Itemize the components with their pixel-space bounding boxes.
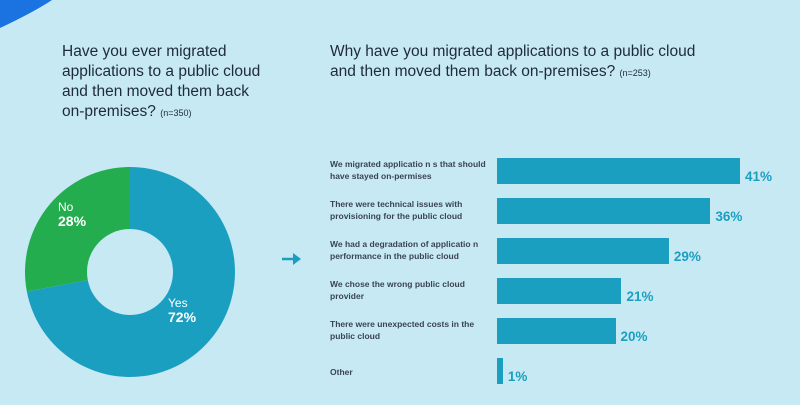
bar xyxy=(497,358,503,384)
slice-value-no: 28% xyxy=(58,213,87,229)
bar-category-label-line: have stayed on-permises xyxy=(330,171,432,181)
bar xyxy=(497,318,616,344)
bar-value-label: 1% xyxy=(507,369,528,384)
pie-question-line: Have you ever migrated xyxy=(62,43,227,60)
bar-question: Why have you migrated applications to a … xyxy=(330,42,790,83)
bar-category-label-line: There were unexpected costs in the xyxy=(330,319,475,329)
bar-category-label-line: We had a degradation of applicatio n xyxy=(330,239,479,249)
bar-category-label-line: provider xyxy=(330,291,365,301)
pie-question-line: applications to a public cloud xyxy=(62,63,261,80)
bar-category-label: There were technical issues with provisio… xyxy=(330,198,500,222)
bar-category-label: Other xyxy=(330,366,500,378)
pie-question-line-end: on-premises? xyxy=(62,103,156,120)
bar-value-label: 29% xyxy=(673,249,701,264)
bar-category-label-line: There were technical issues with xyxy=(330,199,463,209)
bar-question-line: and then moved them back on-premises? (n… xyxy=(330,62,790,83)
corner-wave-decoration xyxy=(0,0,52,28)
bar-category-label-line: public cloud xyxy=(330,331,381,341)
bar-category-label: We had a degradation of applicatio n perf… xyxy=(330,238,500,262)
bar-category-label-line: We chose the wrong public cloud xyxy=(330,279,465,289)
slice-value-yes: 72% xyxy=(168,309,197,325)
donut-slice-no xyxy=(24,167,131,292)
pie-question: Have you ever migrated applications to a… xyxy=(62,42,302,123)
bar-value-label: 41% xyxy=(745,169,773,184)
bar-value-label: 20% xyxy=(620,329,648,344)
pie-question-line: and then moved them back xyxy=(62,83,249,100)
bar-category-label-line: provisioning for the public cloud xyxy=(330,211,463,221)
slice-label-yes: Yes 72% xyxy=(168,296,196,325)
bar-category-label: We migrated applicatio n s that should ha… xyxy=(330,158,500,182)
pie-question-line: on-premises? (n=350) xyxy=(62,102,302,123)
donut-chart xyxy=(24,167,236,378)
slice-name-yes: Yes xyxy=(168,296,188,310)
bar-value-label: 36% xyxy=(715,209,743,224)
bar-category-label-line: performance in the public cloud xyxy=(330,251,459,261)
bar xyxy=(497,278,622,304)
bar-value-label: 21% xyxy=(626,289,654,304)
bar-category-label: We chose the wrong public cloud provider xyxy=(330,278,500,302)
bar xyxy=(497,198,711,224)
bar xyxy=(497,158,740,184)
pie-sample-size: (n=350) xyxy=(160,108,192,118)
slice-name-no: No xyxy=(58,200,74,214)
donut-slice-yes xyxy=(26,167,236,378)
arrow-right-icon xyxy=(282,253,301,265)
bar-sample-size: (n=253) xyxy=(619,68,651,78)
bar-category-label-line: Other xyxy=(330,367,353,377)
bar-question-line: Why have you migrated applications to a … xyxy=(330,43,696,60)
slice-label-no: No 28% xyxy=(58,200,86,229)
bar-category-label-line: We migrated applicatio n s that should xyxy=(330,159,486,169)
bar-category-label: There were unexpected costs in the public… xyxy=(330,318,500,342)
bar-question-line-end: and then moved them back on-premises? xyxy=(330,63,616,80)
bar xyxy=(497,238,669,264)
